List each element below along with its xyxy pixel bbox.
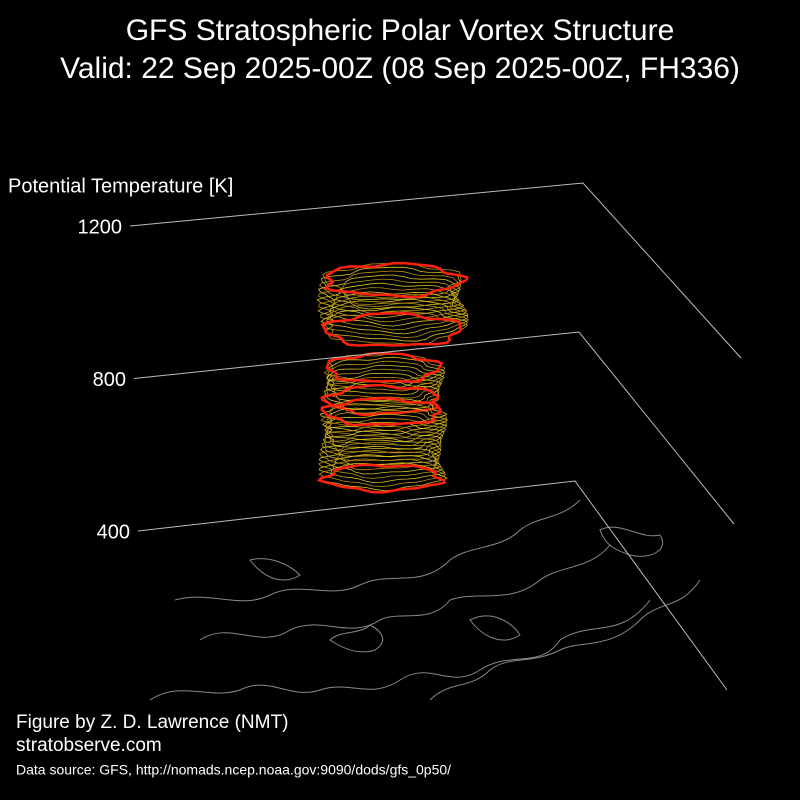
isentrope-contour xyxy=(326,368,443,399)
z-tick-label: 400 xyxy=(97,521,130,543)
vortex-edge xyxy=(323,261,469,299)
isentrope-contour xyxy=(317,449,444,479)
vortex-edge xyxy=(320,384,441,417)
z-tick-label: 800 xyxy=(93,369,126,391)
data-source: Data source: GFS, http://nomads.ncep.noa… xyxy=(16,762,451,778)
isentrope-contour xyxy=(323,302,469,339)
chart-title: GFS Stratospheric Polar Vortex Structure xyxy=(126,14,675,47)
z-tick-label: 1200 xyxy=(78,216,123,238)
vortex-edge xyxy=(320,397,442,427)
isentrope-contour xyxy=(322,405,448,435)
isentrope-contour xyxy=(321,266,462,301)
isentrope-contour xyxy=(325,413,448,443)
vortex-edge xyxy=(325,352,444,383)
isentrope-contour xyxy=(318,458,447,488)
isentrope-contour xyxy=(324,421,445,450)
grid-plane xyxy=(129,182,742,359)
grid-plane xyxy=(137,480,728,691)
isentrope-contour xyxy=(320,299,469,335)
credit: Figure by Z. D. Lawrence (NMT) xyxy=(16,712,288,733)
isentrope-contour xyxy=(319,454,446,483)
vortex-edge xyxy=(316,463,447,494)
z-axis-label: Potential Temperature [K] xyxy=(8,175,233,197)
isentrope-contour xyxy=(318,445,442,475)
vortex-edge xyxy=(320,312,463,347)
vortex-structure xyxy=(316,261,469,494)
chart-subtitle: Valid: 22 Sep 2025-00Z (08 Sep 2025-00Z,… xyxy=(60,52,740,85)
isentrope-contour xyxy=(324,417,447,446)
isentrope-contour xyxy=(321,433,442,462)
isentrope-contour xyxy=(325,306,468,342)
grid-plane xyxy=(133,331,735,525)
isentrope-contour xyxy=(320,295,469,331)
website: stratobserve.com xyxy=(16,735,162,756)
coastlines xyxy=(149,499,701,701)
isentrope-contour xyxy=(318,441,442,471)
